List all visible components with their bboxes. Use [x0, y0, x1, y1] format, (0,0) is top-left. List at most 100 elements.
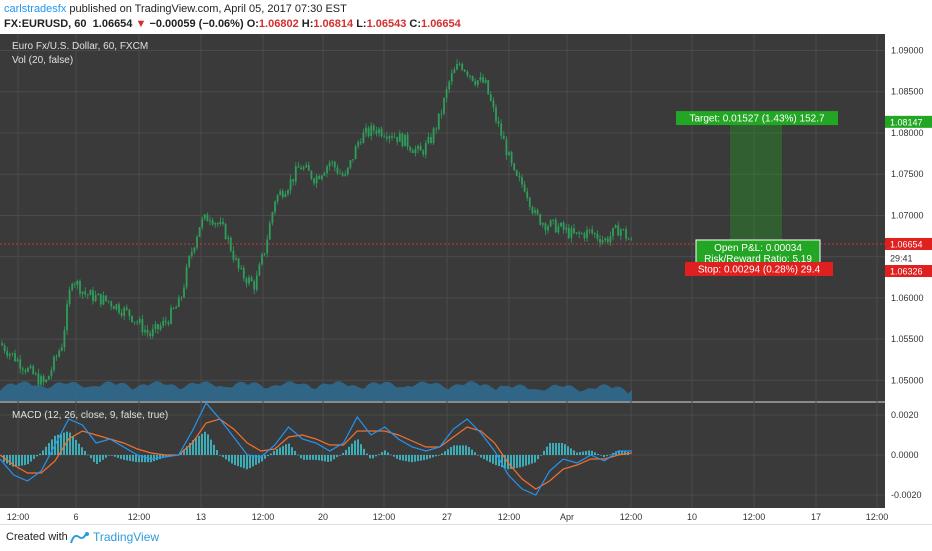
candle-body	[268, 223, 271, 240]
candle-body	[237, 258, 240, 269]
candle	[73, 281, 76, 288]
candle	[310, 170, 313, 181]
candle-body	[50, 370, 53, 376]
candle	[414, 145, 417, 157]
candle-body	[370, 125, 373, 136]
candle-body	[534, 210, 536, 213]
candle-body	[183, 287, 185, 298]
candle	[609, 231, 612, 246]
candle-body	[170, 307, 172, 324]
candle-body	[1, 343, 3, 346]
histogram-bar	[468, 447, 470, 455]
candle-body	[40, 376, 42, 385]
candle-body	[53, 356, 55, 371]
candle	[63, 326, 66, 352]
candle-body	[118, 304, 120, 313]
candle	[487, 79, 490, 95]
candle-body	[515, 170, 518, 176]
candle-body	[437, 113, 440, 130]
grid-lines	[0, 34, 885, 508]
candle-body	[66, 304, 68, 331]
close-label: C:	[409, 18, 422, 30]
chart-canvas[interactable]: 1.090001.085001.080001.075001.070001.065…	[0, 34, 932, 524]
histogram-bar	[423, 455, 425, 461]
candle	[599, 234, 601, 248]
candle-body	[500, 123, 503, 136]
tradingview-brand[interactable]: TradingView	[93, 530, 160, 544]
candle-body	[131, 315, 133, 322]
candle	[305, 162, 308, 168]
candle	[6, 346, 9, 359]
histogram-bar	[195, 438, 197, 455]
candle	[604, 237, 607, 243]
histogram-bar	[582, 451, 584, 455]
candle	[55, 354, 58, 361]
candle-body	[536, 210, 539, 215]
candle-body	[557, 226, 560, 233]
histogram-bar	[606, 455, 608, 457]
candle	[112, 305, 115, 310]
candle-body	[331, 161, 334, 163]
candle	[534, 207, 536, 216]
candle-body	[482, 77, 484, 83]
candle-body	[593, 233, 596, 234]
author-link[interactable]: carlstradesfx	[4, 3, 67, 15]
time-tick-label: 12:00	[128, 512, 151, 522]
candle-body	[466, 71, 469, 76]
candle-body	[250, 277, 253, 282]
histogram-bar	[72, 436, 74, 455]
candle-body	[627, 238, 630, 240]
histogram-bar	[402, 455, 404, 461]
histogram-bar	[378, 454, 380, 455]
candle-body	[16, 359, 19, 362]
candle-body	[266, 239, 269, 254]
candle-body	[11, 353, 14, 354]
candle	[45, 378, 48, 384]
candle-body	[614, 225, 617, 228]
candle	[94, 290, 97, 303]
histogram-bar	[522, 455, 524, 467]
candle	[323, 171, 326, 177]
candle	[149, 330, 152, 340]
histogram-bar	[363, 448, 365, 455]
histogram-bar	[501, 455, 503, 468]
stop-label: Stop: 0.00294 (0.28%) 29.4	[685, 262, 833, 277]
histogram-bar	[357, 439, 359, 455]
histogram-bar	[135, 455, 137, 462]
candle-body	[34, 373, 37, 375]
candle-body	[99, 293, 102, 305]
time-tick-label: 12:00	[7, 512, 30, 522]
histogram-bar	[309, 455, 311, 460]
histogram-bar	[366, 453, 368, 455]
candle	[354, 144, 357, 160]
candle	[300, 164, 302, 170]
candle	[167, 320, 170, 327]
price-tick-label: 1.05000	[891, 375, 924, 385]
candle	[118, 301, 120, 315]
candle-body	[120, 312, 123, 316]
candle-body	[175, 306, 178, 309]
candle	[521, 174, 523, 188]
candle-body	[144, 329, 146, 333]
candle	[591, 225, 594, 236]
histogram-bar	[465, 445, 467, 455]
candle-body	[141, 319, 144, 333]
histogram-bar	[537, 455, 539, 460]
target-zone	[730, 123, 782, 240]
candle-body	[47, 375, 50, 380]
histogram-bar	[201, 433, 203, 455]
histogram-bar	[144, 455, 146, 463]
candle	[120, 309, 123, 318]
time-tick-label: 12:00	[498, 512, 521, 522]
candle	[14, 349, 16, 362]
histogram-bar	[33, 455, 35, 459]
candle-body	[112, 306, 115, 310]
histogram-bar	[126, 455, 128, 461]
histogram-bar	[165, 455, 167, 458]
candle	[21, 366, 24, 375]
histogram-bar	[39, 453, 41, 455]
candle-body	[567, 227, 570, 238]
histogram-bar	[276, 449, 278, 455]
time-tick-label: 6	[73, 512, 78, 522]
candle-body	[125, 307, 128, 310]
